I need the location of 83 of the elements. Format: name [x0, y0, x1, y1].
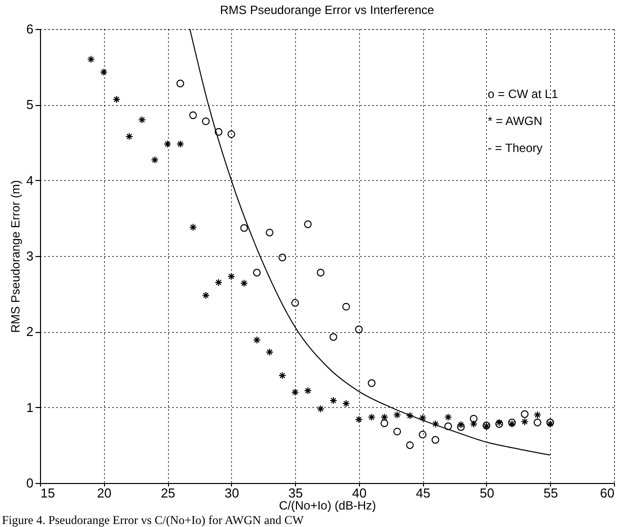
point [368, 379, 376, 387]
point [457, 423, 465, 431]
point [266, 348, 274, 356]
point [150, 156, 159, 164]
point [432, 436, 440, 444]
point [202, 117, 210, 126]
point [355, 326, 363, 334]
point [330, 396, 338, 404]
point [278, 254, 286, 262]
y-axis-title: RMS Pseudorange Error (m) [8, 180, 22, 333]
annotation: o = CW at L1 [488, 86, 558, 101]
point [291, 299, 299, 307]
point [227, 272, 236, 280]
point [316, 268, 324, 276]
point [444, 422, 452, 430]
annotation: * = AWGN [488, 114, 542, 128]
y-tick-label: 2 [26, 324, 34, 340]
point [266, 228, 274, 236]
point [393, 411, 402, 419]
x-tick-label: 15 [40, 486, 55, 500]
caption: Figure 4. Pseudorange Error vs C/(No+Io) for AWGN and CW [2, 513, 304, 527]
point [418, 414, 427, 422]
point [380, 413, 388, 422]
point [291, 388, 299, 396]
point [214, 278, 222, 286]
point [304, 220, 312, 228]
point [176, 140, 184, 148]
y-tick-label: 6 [26, 22, 34, 36]
x-tick-label: 55 [543, 486, 558, 500]
point [406, 441, 414, 450]
x-tick-label: 60 [600, 486, 614, 500]
x-axis-title: C/(No+Io) (dB-Hz) [278, 498, 376, 512]
point [380, 419, 388, 428]
point [432, 420, 440, 428]
point [330, 333, 338, 341]
point [252, 268, 261, 276]
point [342, 400, 350, 408]
point [164, 140, 172, 148]
point [87, 55, 95, 64]
y-tick-label: 3 [26, 248, 34, 264]
point [534, 418, 542, 426]
point [278, 372, 286, 380]
point [214, 128, 222, 136]
point [125, 132, 134, 140]
y-tick-label: 1 [26, 400, 34, 415]
point [176, 80, 184, 88]
x-tick-label: 50 [480, 486, 494, 500]
point [138, 116, 146, 124]
point [520, 418, 529, 426]
point [368, 413, 376, 422]
y-tick-label: 5 [26, 97, 34, 112]
point [112, 96, 120, 104]
point [189, 223, 197, 232]
x-tick-label: 25 [160, 486, 176, 500]
annotation: - = Theory [488, 140, 543, 155]
point [393, 428, 402, 436]
point [470, 420, 478, 428]
point [252, 336, 261, 344]
point [227, 130, 236, 138]
point [534, 411, 542, 419]
x-tick-label: 35 [288, 486, 303, 500]
chart-title: RMS Pseudorange Error vs Interference [220, 3, 434, 17]
y-tick-label: 4 [26, 172, 34, 188]
point [240, 224, 248, 232]
point [520, 410, 529, 418]
point [316, 404, 324, 413]
x-tick-label: 40 [352, 486, 367, 500]
point [240, 279, 248, 288]
point [189, 111, 197, 120]
point [418, 430, 427, 438]
point [355, 416, 363, 424]
point [202, 291, 210, 300]
y-tick-label: 0 [26, 476, 34, 490]
point [304, 386, 312, 395]
point [444, 413, 452, 422]
point [342, 302, 350, 311]
x-tick-label: 45 [416, 486, 430, 500]
point [100, 68, 108, 76]
x-tick-label: 20 [97, 486, 112, 500]
point [457, 420, 465, 429]
x-tick-label: 30 [224, 486, 240, 500]
point [406, 412, 414, 420]
point [470, 414, 478, 423]
